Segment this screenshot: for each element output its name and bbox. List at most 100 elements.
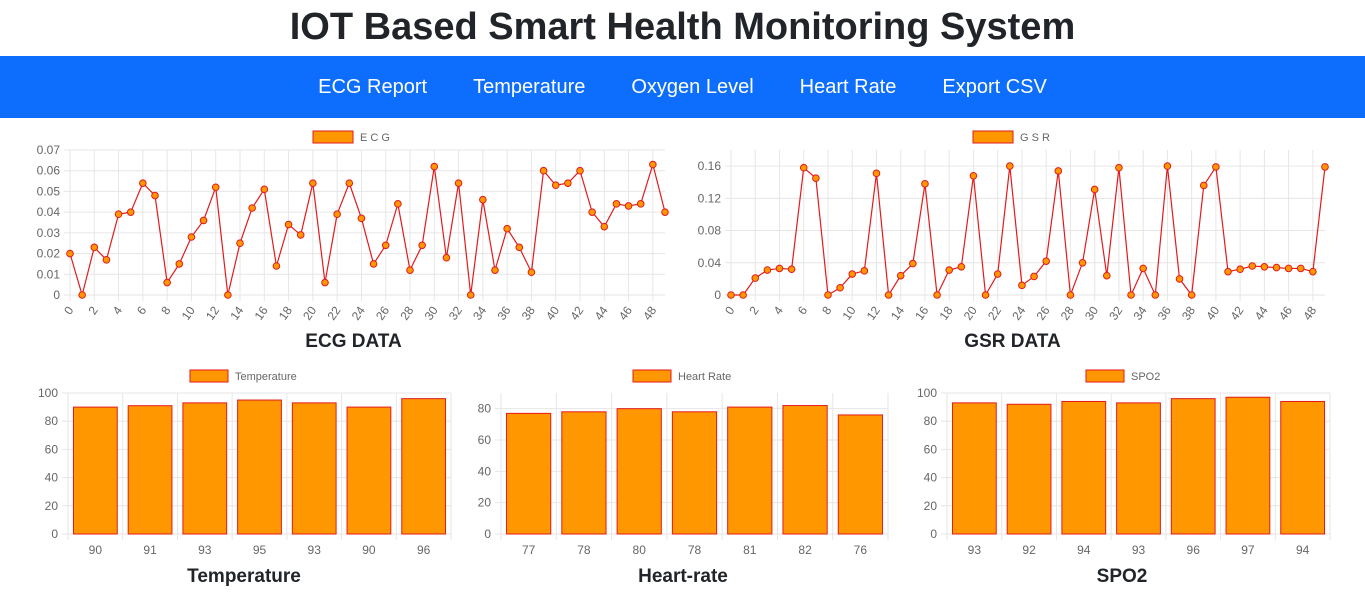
gsr-data-point [993,270,1002,278]
gsr-data-point [763,266,772,274]
ecg-data-point [539,166,548,175]
ecg-data-point [636,200,645,208]
ecg-data-point [248,204,256,212]
gsr-data-point [1260,263,1269,271]
gsr-legend-swatch [972,130,1014,144]
gsr-data-point [909,259,917,268]
ecg-data-point [551,181,560,190]
temperature-y-tick-label: 60 [45,442,59,456]
heartrate-bar [782,405,828,535]
ecg-x-tick-label: 28 [397,303,416,322]
gsr-data-point [896,271,905,280]
ecg-data-point [321,278,329,287]
ecg-data-point [333,210,341,219]
spo2-x-tick-label: 96 [1187,543,1201,557]
heartrate-bar [506,412,552,535]
ecg-x-tick-label: 36 [494,303,513,322]
gsr-data-point [1272,263,1281,272]
ecg-x-tick-label: 10 [179,303,198,322]
nav-export-csv[interactable]: Export CSV [942,75,1047,98]
charts-area: E C G 0 0.01 0.02 0.03 0.04 0.05 0.06 0.07 0 2 4 6 8 1… [0,118,1365,605]
ecg-x-tick-label: 18 [276,303,295,322]
heartrate-x-tick-label: 82 [798,543,812,557]
gsr-data-point [945,266,954,274]
gsr-x-tick-label: 20 [961,303,980,322]
ecg-data-point [272,262,281,270]
gsr-data-point [1236,265,1244,274]
ecg-x-tick-label: 24 [349,303,368,322]
heartrate-x-tick-label: 76 [854,543,868,557]
gsr-x-tick-label: 44 [1252,303,1271,322]
ecg-data-point [296,231,305,239]
ecg-series-line [69,162,666,298]
gsr-data-point [1199,181,1208,190]
temperature-y-tick-label: 80 [45,414,59,428]
temperature-x-tick-label: 93 [308,543,322,557]
gsr-data-point [1284,264,1293,273]
gsr-data-point [1090,185,1099,194]
temperature-bar [182,402,228,535]
heartrate-chart-title: Heart-rate [638,566,728,587]
heartrate-bar [561,411,607,535]
gsr-x-tick-label: 40 [1203,303,1222,322]
temperature-x-tick-label: 90 [362,543,376,557]
nav-ecg-report[interactable]: ECG Report [318,75,428,98]
gsr-data-point [1163,162,1172,170]
spo2-y-tick-label: 20 [924,499,938,513]
ecg-data-point [309,179,317,187]
spo2-bar [1006,403,1052,535]
gsr-x-tick-label: 30 [1082,303,1101,322]
spo2-y-tick-label: 100 [917,386,937,400]
gsr-data-point [739,291,747,299]
gsr-data-point [1030,272,1038,281]
gsr-x-tick-label: 6 [795,303,810,317]
gsr-data-point [751,274,760,282]
temperature-bar [72,406,118,535]
temperature-y-tick-label: 0 [51,527,58,541]
gsr-data-point [1224,267,1232,276]
gsr-x-tick-label: 14 [888,303,907,322]
gsr-x-tick-label: 38 [1179,303,1198,322]
ecg-data-point [491,266,499,274]
heartrate-x-tick-label: 81 [743,543,757,557]
ecg-data-point [394,200,402,208]
gsr-data-point [1054,167,1063,175]
ecg-data-point [649,160,657,169]
gsr-x-tick-label: 18 [937,303,956,322]
ecg-y-tick-label: 0.04 [37,205,61,219]
gsr-y-tick-label: 0.16 [698,159,722,173]
ecg-data-point [466,291,475,299]
temperature-chart-title: Temperature [187,566,301,587]
nav-oxygen-level[interactable]: Oxygen Level [631,75,754,98]
navbar: ECG Report Temperature Oxygen Level Hear… [0,56,1365,118]
temperature-bar [346,406,392,535]
ecg-data-point [236,239,244,248]
charts-canvas: E C G00.010.020.030.040.050.060.070 2 4 6 8 1… [37,130,1331,557]
ecg-data-point [151,191,159,200]
spo2-x-tick-label: 97 [1241,543,1255,557]
heartrate-legend-swatch [632,369,672,383]
nav-heart-rate[interactable]: Heart Rate [799,75,897,98]
spo2-legend-swatch [1085,369,1125,383]
ecg-legend-swatch [312,130,354,144]
gsr-data-point [1187,291,1196,299]
gsr-data-point [1151,291,1160,299]
ecg-data-point [600,222,609,231]
heartrate-bar [837,414,883,535]
heartrate-y-tick-label: 40 [478,464,492,478]
page-title: IOT Based Smart Health Monitoring System [289,6,1076,48]
temperature-bar [401,398,447,535]
ecg-data-point [503,224,511,233]
temperature-y-tick-label: 100 [38,386,58,400]
gsr-y-tick-label: 0.12 [698,191,722,205]
nav-temperature[interactable]: Temperature [473,75,586,98]
gsr-data-point [824,291,832,299]
gsr-data-point [1175,275,1184,283]
ecg-x-tick-label: 48 [640,303,659,322]
ecg-x-tick-label: 30 [422,303,441,322]
gsr-data-point [787,265,796,274]
ecg-x-tick-label: 2 [85,303,100,317]
gsr-data-point [848,270,857,278]
ecg-y-tick-label: 0.05 [37,184,61,198]
heartrate-bar [616,408,662,535]
